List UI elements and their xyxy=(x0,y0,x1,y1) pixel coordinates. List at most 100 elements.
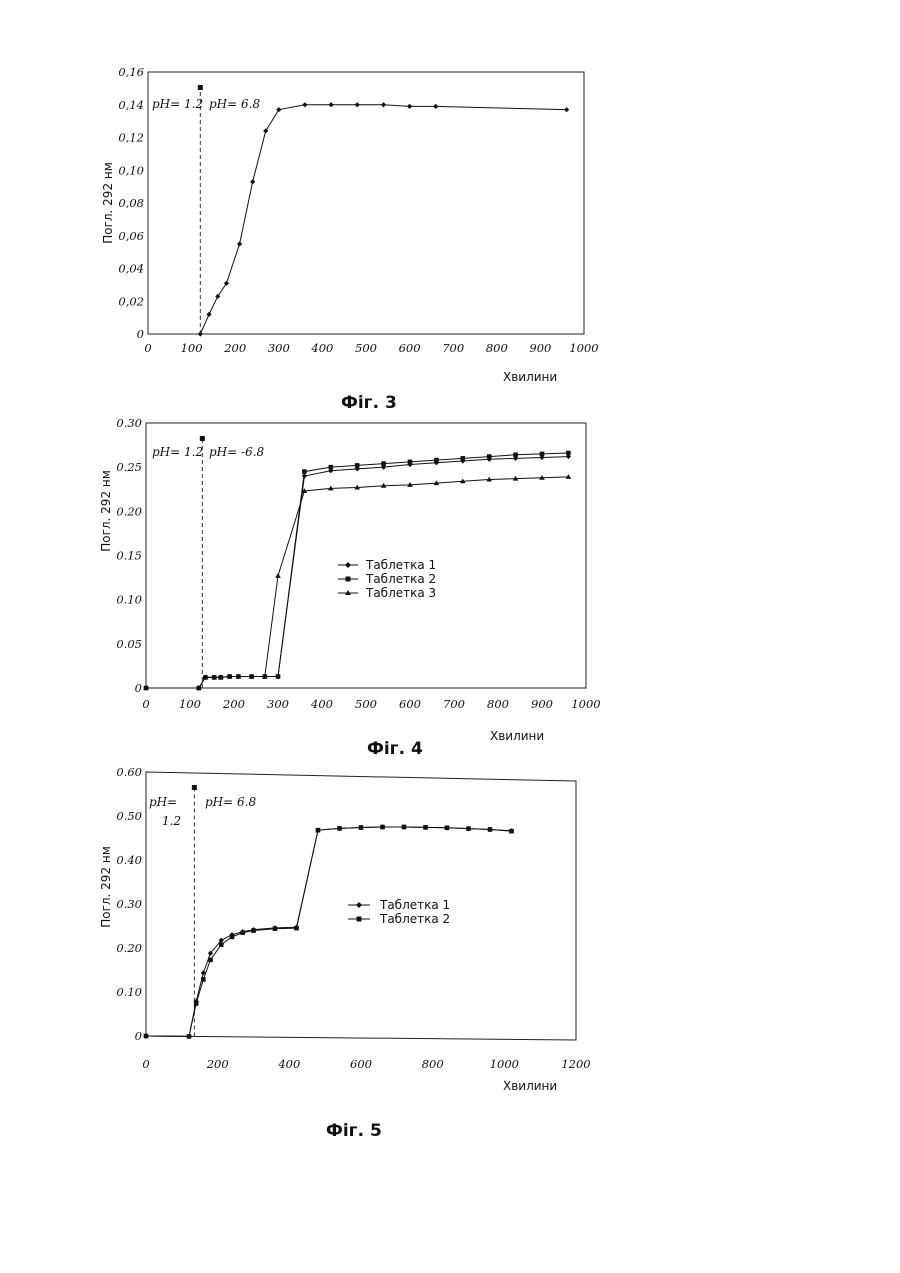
x-tick-label: 1000 xyxy=(490,1057,519,1071)
ph-right-label: pH= 6.8 xyxy=(209,97,260,111)
data-point xyxy=(230,935,235,940)
series-line-1 xyxy=(200,105,566,334)
data-point xyxy=(423,825,428,830)
x-tick-label: 300 xyxy=(268,341,290,355)
data-point xyxy=(275,573,281,578)
figure-3: 00,020,040,060,080,100,120,140,16 010020… xyxy=(101,65,599,413)
data-point xyxy=(144,1034,149,1039)
data-point xyxy=(251,928,256,933)
x-tick-label: 400 xyxy=(310,341,333,355)
plot-frame xyxy=(148,72,584,334)
figure-caption: Фіг. 4 xyxy=(367,739,423,759)
y-tick-label: 0.40 xyxy=(116,853,142,867)
series-line-3 xyxy=(146,477,568,688)
ph-left-label-line2: 1.2 xyxy=(162,814,181,828)
data-point xyxy=(302,469,307,474)
x-tick-label: 1000 xyxy=(569,341,598,355)
data-point xyxy=(276,107,281,112)
y-tick-label: 0.20 xyxy=(116,504,142,518)
y-tick-label: 0,06 xyxy=(118,229,144,243)
data-point xyxy=(198,331,203,336)
x-tick-label: 200 xyxy=(206,1057,229,1071)
x-tick-label: 1000 xyxy=(571,697,600,711)
data-point xyxy=(276,674,281,679)
x-tick-label: 300 xyxy=(267,697,289,711)
ph-left-label: pH= 1.2 xyxy=(152,445,203,459)
legend-marker-1 xyxy=(356,902,362,908)
series-line-1 xyxy=(146,457,568,688)
y-tick-label: 0,04 xyxy=(118,262,144,276)
y-tick-label: 0,08 xyxy=(118,196,144,210)
x-tick-label: 800 xyxy=(486,341,508,355)
y-tick-label: 0,12 xyxy=(118,131,144,145)
y-tick-labels: 00.100.200.300.400.500.60 xyxy=(116,765,142,1043)
x-tick-label: 200 xyxy=(223,341,246,355)
data-point xyxy=(513,453,518,458)
data-point xyxy=(208,958,213,963)
x-tick-label: 0 xyxy=(144,341,151,355)
figure-caption: Фіг. 3 xyxy=(341,393,397,413)
data-point xyxy=(329,465,334,470)
y-tick-label: 0.30 xyxy=(116,416,142,430)
y-tick-label: 0.15 xyxy=(116,549,142,563)
data-point xyxy=(566,451,571,456)
legend: Таблетка 1 Таблетка 2 xyxy=(348,898,450,926)
y-tick-label: 0,14 xyxy=(118,98,144,112)
data-point xyxy=(445,825,450,830)
legend-marker-2 xyxy=(357,917,362,922)
data-point xyxy=(381,102,386,107)
data-point xyxy=(337,826,342,831)
y-tick-label: 0 xyxy=(135,681,142,695)
figure-4: 00.050.100.150.200.250.30 01002003004005… xyxy=(99,416,601,759)
ph-left-label: pH= 1.2 xyxy=(152,97,203,111)
y-axis-label: Погл. 292 нм xyxy=(99,846,113,928)
data-point xyxy=(224,281,229,286)
data-point xyxy=(215,294,220,299)
data-point xyxy=(219,942,224,947)
data-point xyxy=(240,930,245,935)
x-tick-label: 400 xyxy=(310,697,333,711)
y-tick-label: 0.60 xyxy=(116,765,142,779)
y-tick-label: 0,02 xyxy=(118,294,144,308)
x-tick-label: 800 xyxy=(487,697,509,711)
x-tick-label: 600 xyxy=(399,697,421,711)
data-point xyxy=(250,179,255,184)
data-point xyxy=(466,826,471,831)
x-tick-label: 0 xyxy=(142,1057,149,1071)
data-point xyxy=(540,452,545,457)
y-tick-label: 0.25 xyxy=(116,460,142,474)
plot-frame xyxy=(146,423,586,688)
legend-label-1: Таблетка 1 xyxy=(379,898,450,912)
y-tick-label: 0.05 xyxy=(116,637,142,651)
data-point xyxy=(380,825,385,830)
y-tick-label: 0,16 xyxy=(118,65,144,79)
data-point xyxy=(206,312,211,317)
data-point xyxy=(359,825,364,830)
data-point xyxy=(355,463,360,468)
y-tick-label: 0.20 xyxy=(116,941,142,955)
series-line-1 xyxy=(146,827,512,1036)
data-point xyxy=(302,102,307,107)
ph-divider-marker xyxy=(200,436,205,441)
x-tick-label: 600 xyxy=(399,341,421,355)
series-layer xyxy=(143,824,514,1039)
data-point xyxy=(433,104,438,109)
x-tick-label: 500 xyxy=(355,341,377,355)
x-tick-label: 100 xyxy=(179,697,201,711)
y-tick-label: 0,10 xyxy=(118,163,144,177)
y-tick-label: 0.30 xyxy=(116,897,142,911)
x-axis-label: Хвилини xyxy=(503,1079,557,1093)
x-tick-label: 500 xyxy=(355,697,377,711)
y-tick-label: 0.10 xyxy=(116,985,142,999)
x-axis-label: Хвилини xyxy=(503,370,557,384)
x-tick-label: 900 xyxy=(531,697,553,711)
ph-left-label-line1: pH= xyxy=(149,795,177,809)
series-layer xyxy=(143,451,571,691)
data-point xyxy=(355,102,360,107)
ph-right-label: pH= 6.8 xyxy=(205,795,256,809)
legend-label-1: Таблетка 1 xyxy=(365,558,436,572)
ph-divider-marker xyxy=(198,85,203,90)
data-point xyxy=(564,107,569,112)
figure-5: 00.100.200.300.400.500.60 02004006008001… xyxy=(99,765,591,1141)
data-point xyxy=(273,926,278,931)
